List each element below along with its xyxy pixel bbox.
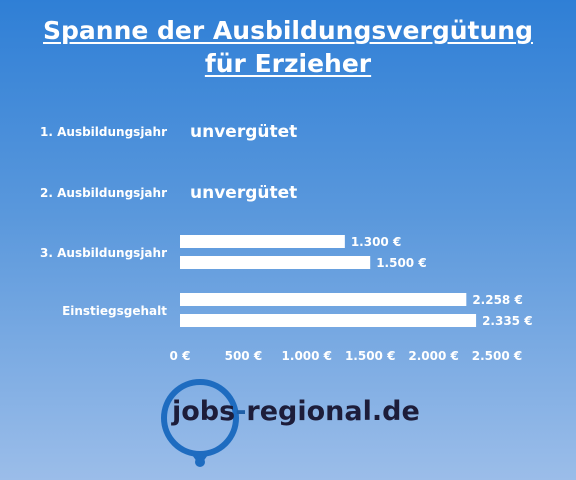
- category-note: unvergütet: [190, 122, 297, 142]
- data-label: 1.500 €: [376, 256, 426, 270]
- data-label: 2.335 €: [482, 314, 532, 328]
- x-tick-label: 2.000 €: [408, 349, 458, 363]
- x-tick-label: 1.000 €: [282, 349, 332, 363]
- title-line-2: für Erzieher: [204, 49, 372, 78]
- logo-part-regional: regional.de: [246, 396, 420, 427]
- logo-part-jobs: jobs: [172, 396, 236, 427]
- bar-chart: 1. Ausbildungsjahr unvergütet 2. Ausbildun…: [0, 0, 576, 380]
- bar: [180, 293, 467, 306]
- title-line-1: Spanne der Ausbildungsvergütung: [43, 16, 533, 45]
- category-note: unvergütet: [190, 183, 297, 203]
- category-label: 2. Ausbildungsjahr: [40, 186, 167, 200]
- chart-title: Spanne der Ausbildungsvergütung für Erzi…: [0, 14, 576, 80]
- x-tick-label: 2.500 €: [472, 349, 522, 363]
- jobs-regional-logo: jobs-regional.de: [160, 376, 420, 470]
- data-label: 2.258 €: [472, 293, 522, 307]
- bar: [180, 256, 371, 269]
- category-label: Einstiegsgehalt: [62, 304, 167, 318]
- category-label: 1. Ausbildungsjahr: [40, 125, 167, 139]
- logo-wordmark: jobs-regional.de: [172, 396, 420, 427]
- x-tick-label: 500 €: [225, 349, 263, 363]
- location-pin-icon: [161, 379, 239, 467]
- logo-dash: -: [235, 396, 247, 427]
- bar: [180, 235, 345, 248]
- data-label: 1.300 €: [351, 235, 401, 249]
- bar: [180, 314, 477, 327]
- category-label: 3. Ausbildungsjahr: [40, 246, 167, 260]
- x-tick-label: 1.500 €: [345, 349, 395, 363]
- x-tick-label: 0 €: [170, 349, 191, 363]
